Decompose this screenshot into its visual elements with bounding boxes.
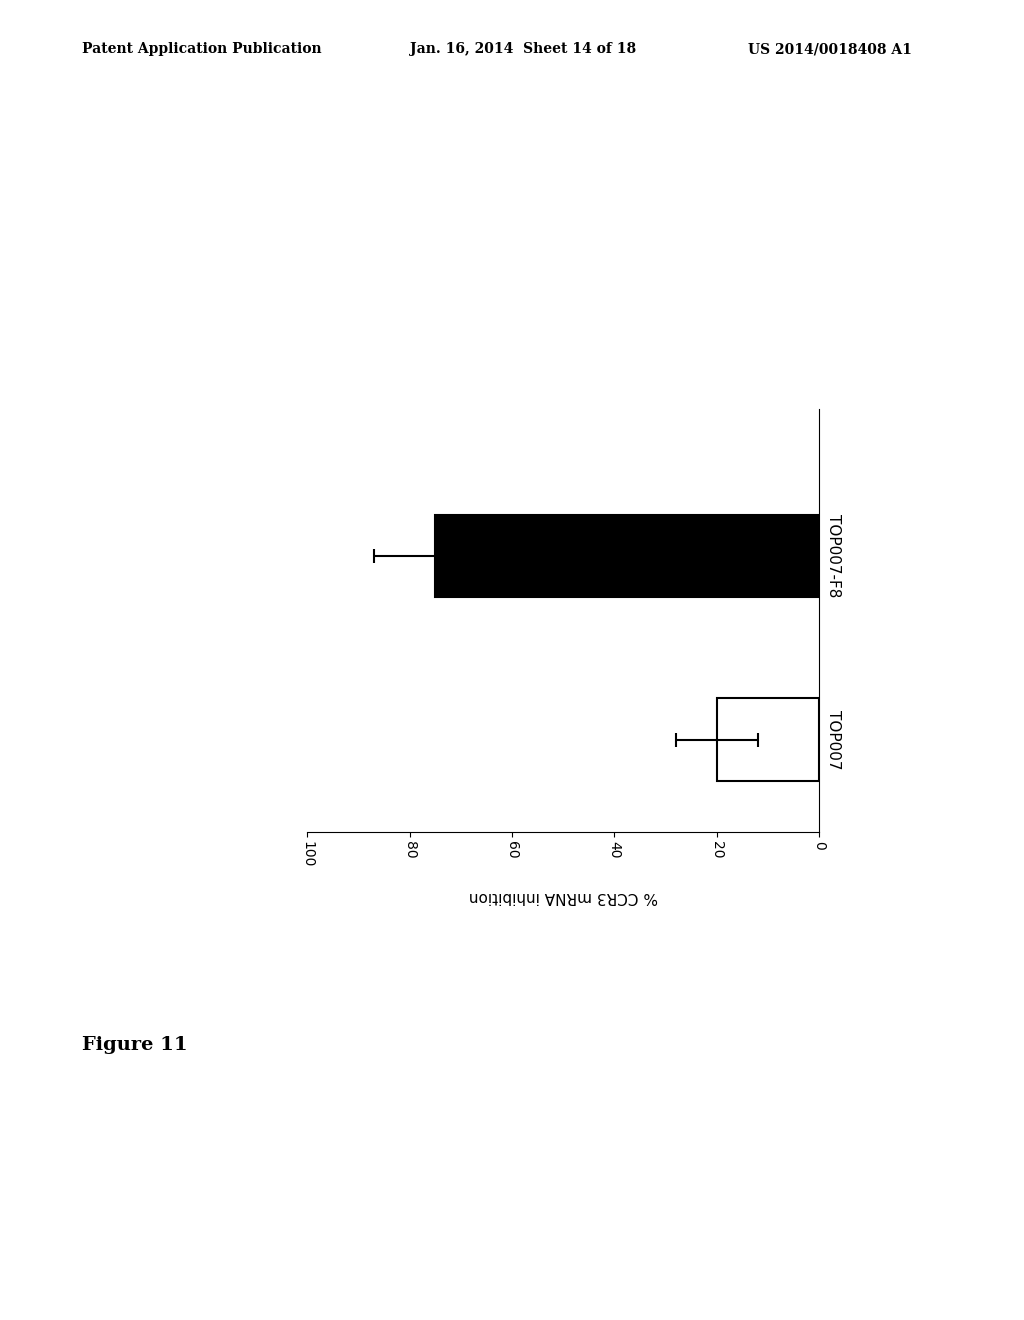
Text: Jan. 16, 2014  Sheet 14 of 18: Jan. 16, 2014 Sheet 14 of 18	[410, 42, 636, 57]
Text: Patent Application Publication: Patent Application Publication	[82, 42, 322, 57]
Bar	[717, 698, 819, 781]
X-axis label: % CCR3 mRNA inhibition: % CCR3 mRNA inhibition	[469, 888, 657, 903]
Bar	[435, 515, 819, 598]
Text: Figure 11: Figure 11	[82, 1036, 187, 1055]
Text: TOP007-F8: TOP007-F8	[826, 515, 841, 598]
Text: US 2014/0018408 A1: US 2014/0018408 A1	[748, 42, 911, 57]
Text: TOP007: TOP007	[826, 710, 841, 770]
